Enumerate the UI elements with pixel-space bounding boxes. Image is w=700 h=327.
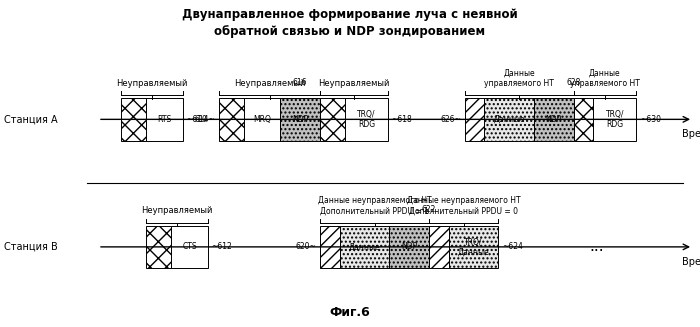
Bar <box>146 98 183 141</box>
Text: Неуправляемый: Неуправляемый <box>116 78 188 88</box>
Bar <box>340 226 389 268</box>
Text: Данные
управляемого НТ: Данные управляемого НТ <box>570 69 640 88</box>
Text: Двунаправленное формирование луча с неявной: Двунаправленное формирование луча с неяв… <box>182 8 518 21</box>
Text: TRQ/
RDG: TRQ/ RDG <box>357 110 376 129</box>
Text: 628: 628 <box>566 77 581 87</box>
Bar <box>594 98 636 141</box>
Text: ~630: ~630 <box>640 115 661 124</box>
Text: TRQ/
RDG: TRQ/ RDG <box>606 110 624 129</box>
Bar <box>573 98 594 141</box>
Bar <box>429 226 449 268</box>
Bar <box>244 98 281 141</box>
Text: 616: 616 <box>293 77 307 87</box>
Text: MRQ: MRQ <box>253 115 271 124</box>
Text: TRQ/
Данные: TRQ/ Данные <box>458 237 489 256</box>
Bar <box>172 226 208 268</box>
Bar <box>484 98 534 141</box>
Text: CTS: CTS <box>182 242 197 251</box>
Text: NDP: NDP <box>292 115 309 124</box>
Text: Время: Время <box>682 129 700 139</box>
Text: Неуправляемый: Неуправляемый <box>318 78 390 88</box>
Text: NDP: NDP <box>545 115 562 124</box>
Text: 626~: 626~ <box>440 115 461 124</box>
Text: Станция А: Станция А <box>4 114 57 124</box>
Bar <box>121 98 146 141</box>
Text: Данные: Данные <box>494 115 525 124</box>
Text: RTS: RTS <box>158 115 172 124</box>
Text: обратной связью и NDP зондированием: обратной связью и NDP зондированием <box>214 25 486 38</box>
Bar <box>281 98 320 141</box>
Bar <box>534 98 573 141</box>
Text: NDP: NDP <box>401 242 417 251</box>
Text: 622: 622 <box>422 205 436 214</box>
Bar <box>449 226 498 268</box>
Text: ~624: ~624 <box>502 242 523 251</box>
Text: 614~: 614~ <box>195 115 216 124</box>
Text: Данные неуправляемого НТ
Дополнительный PPDU = 0: Данные неуправляемого НТ Дополнительный … <box>407 197 520 215</box>
Text: ~610: ~610 <box>186 115 207 124</box>
Bar <box>320 226 340 268</box>
Bar <box>146 226 172 268</box>
Bar <box>345 98 388 141</box>
Text: Станция В: Станция В <box>4 242 57 252</box>
Bar <box>389 226 429 268</box>
Text: Данные
управляемого НТ: Данные управляемого НТ <box>484 69 554 88</box>
Bar <box>219 98 244 141</box>
Text: Фиг.6: Фиг.6 <box>330 306 370 319</box>
Bar <box>465 98 484 141</box>
Text: Данные неуправляемого НТ
Дополнительный PPDU = 1: Данные неуправляемого НТ Дополнительный … <box>318 197 431 215</box>
Text: Неуправляемый: Неуправляемый <box>141 206 213 215</box>
Text: ~612: ~612 <box>211 242 232 251</box>
Text: 620~: 620~ <box>295 242 316 251</box>
Text: ~618: ~618 <box>391 115 412 124</box>
Bar <box>320 98 345 141</box>
Text: Данные: Данные <box>349 242 380 251</box>
Text: Время: Время <box>682 257 700 267</box>
Text: Неуправляемый: Неуправляемый <box>234 78 305 88</box>
Text: ...: ... <box>589 239 604 254</box>
